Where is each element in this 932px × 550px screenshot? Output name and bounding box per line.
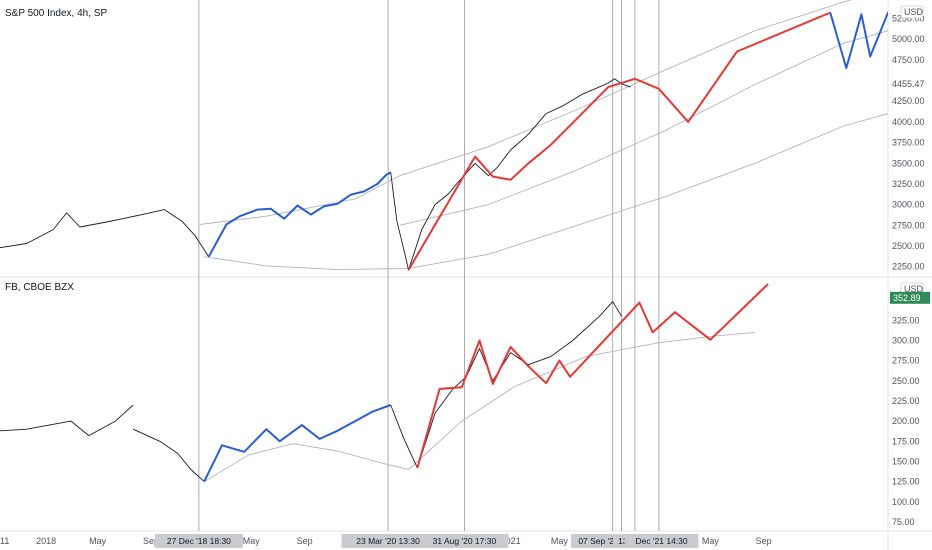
fb-series-line xyxy=(0,404,134,437)
fb-pane[interactable] xyxy=(0,283,769,483)
fb-currency-label: USD xyxy=(904,284,924,294)
sp500-y-tick-label: 3750.00 xyxy=(892,138,925,148)
time-axis[interactable]: 11 2018 May Sep May Sep 2021 May May Sep 27 Dec '1… xyxy=(0,534,772,548)
time-axis-date-tag-label: 31 Aug '20 17:30 xyxy=(433,536,497,546)
time-axis-date-tag xyxy=(571,534,627,548)
fb-y-tick-label: 125.00 xyxy=(892,477,920,487)
sp500-y-tick-label: 5250.00 xyxy=(892,13,925,23)
time-axis-tick-label: 11 xyxy=(0,536,9,546)
sp500-series-line xyxy=(390,78,631,271)
sp500-y-tick-label: 3000.00 xyxy=(892,200,925,210)
fb-series-line xyxy=(203,404,392,483)
sp500-y-tick-label: 4250.00 xyxy=(892,96,925,106)
fb-y-tick-label: 225.00 xyxy=(892,396,920,406)
sp500-y-tick-label: 3250.00 xyxy=(892,179,925,189)
fb-title: FB, CBOE BZX xyxy=(5,282,74,293)
fb-last-price-badge xyxy=(890,291,930,304)
sp500-currency-box[interactable] xyxy=(900,5,924,19)
fb-series-line xyxy=(416,283,769,469)
time-axis-tick-label: Sep xyxy=(297,536,313,546)
time-axis-tick-label: May xyxy=(243,536,261,546)
time-axis-tick-label: May xyxy=(551,536,569,546)
channel-middle-curve xyxy=(399,30,888,226)
sp500-y-tick-label: 3500.00 xyxy=(892,158,925,168)
fb-y-tick-label: 75.00 xyxy=(892,517,915,527)
sp500-y-tick-label: 2250.00 xyxy=(892,262,925,272)
fb-y-tick-label: 300.00 xyxy=(892,335,920,345)
arc-upper-curve xyxy=(408,331,755,470)
sp500-series-line xyxy=(0,209,210,258)
vertical-markers xyxy=(198,0,660,531)
sp500-y-tick-label: 2750.00 xyxy=(892,220,925,230)
time-axis-tick-label: May xyxy=(89,536,107,546)
time-axis-date-tag-label: Dec '21 14:30 xyxy=(635,536,687,546)
sp500-series-line xyxy=(407,11,831,271)
time-axis-date-tag xyxy=(344,534,433,548)
sp500-y-tick-label: 4000.00 xyxy=(892,117,925,127)
fb-y-tick-label: 200.00 xyxy=(892,416,920,426)
fb-y-tick-label: 150.00 xyxy=(892,456,920,466)
price-axes[interactable]: 5250.00 5000.00 4750.00 4250.00 4000.00 3750.… xyxy=(890,5,930,527)
channel-lower-curve xyxy=(204,113,888,271)
channel-upper-curve xyxy=(199,0,853,225)
time-axis-tick-label: 2018 xyxy=(36,536,56,546)
sp500-y-tick-label: 5000.00 xyxy=(892,34,925,44)
sp500-title: S&P 500 Index, 4h, SP xyxy=(5,8,107,19)
time-axis-tick-label: Sep xyxy=(143,536,159,546)
time-axis-date-tag xyxy=(420,534,509,548)
time-axis-tick-label: May xyxy=(702,536,720,546)
time-axis-date-tag-label: 23 Mar '20 13:30 xyxy=(356,536,420,546)
sp500-currency-label: USD xyxy=(904,7,924,17)
time-axis-date-tag xyxy=(154,534,243,548)
sp500-price-tag: 4455.47 xyxy=(892,79,925,89)
arc-lower-curve xyxy=(203,443,409,482)
fb-y-tick-label: 325.00 xyxy=(892,315,920,325)
fb-series-line xyxy=(133,428,205,482)
fb-y-tick-label: 175.00 xyxy=(892,436,920,446)
sp500-y-tick-label: 4750.00 xyxy=(892,55,925,65)
time-axis-tick-label: 2021 xyxy=(501,536,521,546)
fb-last-price-label: 352.89 xyxy=(893,293,921,303)
sp500-y-tick-label: 2500.00 xyxy=(892,241,925,251)
time-axis-date-tag-label: 27 Dec '18 18:30 xyxy=(167,536,231,546)
time-axis-tick-label: Sep xyxy=(756,536,772,546)
sp500-series-line xyxy=(207,171,392,258)
time-axis-date-tag xyxy=(624,534,699,548)
time-axis-date-tag-label: 07 Sep '21 xyxy=(578,536,619,546)
fb-y-tick-label: 100.00 xyxy=(892,497,920,507)
fb-y-tick-label: 250.00 xyxy=(892,376,920,386)
sp500-pane[interactable] xyxy=(0,0,932,271)
sp500-series-line xyxy=(829,11,888,70)
fb-y-tick-label: 275.00 xyxy=(892,356,920,366)
